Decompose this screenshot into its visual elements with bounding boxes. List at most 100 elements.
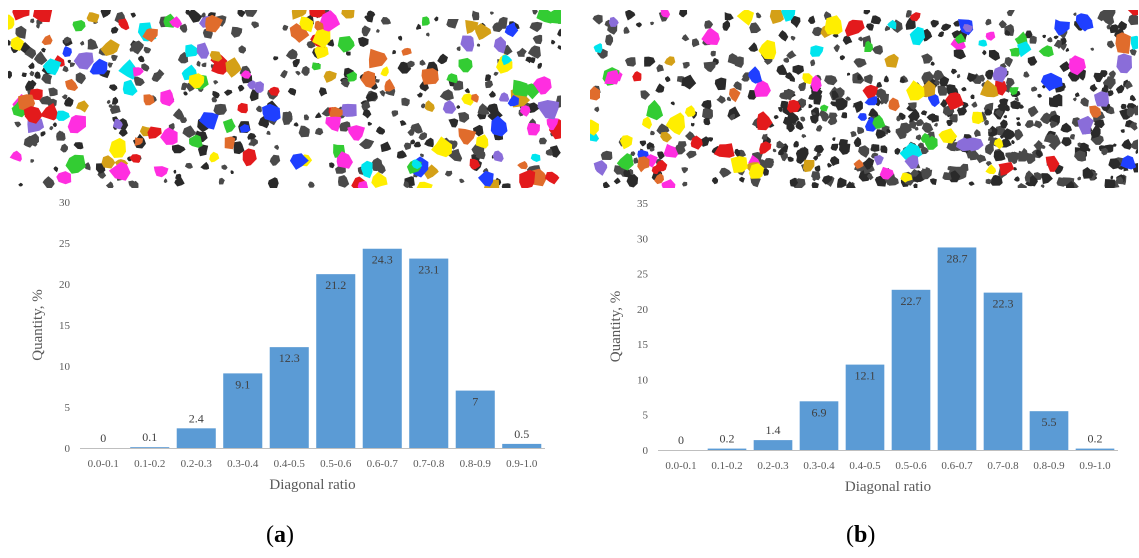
- particle: [238, 45, 246, 54]
- particle: [1129, 94, 1137, 102]
- particle: [1060, 122, 1072, 133]
- particle: [749, 22, 762, 34]
- particle: [1000, 119, 1008, 129]
- particle: [1053, 35, 1059, 40]
- particle: [293, 122, 299, 127]
- particle: [488, 90, 496, 98]
- particle: [815, 124, 823, 132]
- particle: [1007, 151, 1019, 162]
- particle: [493, 71, 499, 76]
- particle: [1130, 139, 1138, 150]
- particle: [593, 43, 603, 54]
- particle: [28, 62, 35, 69]
- particle: [992, 66, 1008, 83]
- particle: [407, 60, 415, 68]
- particle: [396, 150, 407, 159]
- particle: [1060, 37, 1067, 46]
- particle: [375, 126, 386, 135]
- particle: [42, 58, 62, 76]
- particle: [780, 100, 789, 109]
- particle: [857, 74, 863, 81]
- particle: [18, 182, 24, 187]
- particle: [171, 144, 186, 154]
- particle: [985, 164, 997, 175]
- particle: [58, 131, 64, 136]
- particle: [814, 165, 821, 172]
- particle: [188, 10, 203, 23]
- particle: [476, 43, 481, 47]
- particle: [600, 150, 613, 160]
- particle: [287, 88, 297, 96]
- particle: [967, 152, 977, 159]
- particle: [937, 31, 945, 38]
- particle: [325, 116, 342, 132]
- particle: [870, 144, 880, 152]
- particle: [642, 116, 652, 130]
- particle: [1120, 155, 1137, 170]
- particle: [899, 76, 906, 83]
- particle: [269, 154, 281, 166]
- particle: [196, 60, 201, 67]
- particle: [251, 21, 259, 29]
- particle: [475, 134, 489, 149]
- particle: [416, 181, 433, 188]
- particle: [756, 111, 773, 131]
- particle: [242, 148, 257, 167]
- particle: [485, 80, 494, 89]
- particle: [875, 129, 886, 139]
- particle: [853, 100, 863, 113]
- particle: [339, 103, 357, 117]
- particle: [789, 75, 795, 82]
- particle: [231, 26, 243, 38]
- particle-image-svg-a: [8, 10, 561, 188]
- particle: [802, 159, 815, 173]
- particle: [478, 170, 494, 187]
- particle: [1003, 115, 1008, 119]
- particle: [105, 181, 114, 188]
- data-label: 0.2: [720, 432, 735, 446]
- particle: [527, 45, 541, 59]
- particle: [177, 51, 189, 64]
- particle: [34, 71, 41, 79]
- particle: [1053, 39, 1062, 49]
- particle: [459, 178, 465, 184]
- particle: [847, 72, 851, 76]
- particle: [9, 150, 22, 162]
- particle: [490, 11, 494, 15]
- bar: [269, 347, 309, 448]
- particle: [896, 115, 901, 122]
- particle: [411, 159, 423, 170]
- particle: [551, 39, 556, 45]
- particle: [1082, 167, 1094, 179]
- bar: [1029, 411, 1069, 450]
- particle: [920, 110, 928, 116]
- particle: [209, 151, 220, 163]
- particle: [307, 181, 315, 188]
- particle: [613, 177, 621, 185]
- data-label: 0: [100, 431, 106, 445]
- particle: [921, 80, 936, 97]
- bar: [362, 248, 402, 448]
- particle: [225, 57, 242, 78]
- particle: [323, 70, 337, 83]
- particle: [884, 25, 891, 32]
- particle: [201, 62, 207, 68]
- particle: [1103, 84, 1108, 90]
- x-tick-label: 0.7-0.8: [987, 460, 1019, 472]
- particle: [247, 132, 257, 140]
- particle: [933, 122, 938, 127]
- particle: [959, 163, 969, 173]
- particle: [769, 160, 775, 165]
- particle: [811, 182, 819, 188]
- panel-letter-b: (b): [846, 522, 876, 548]
- particle: [175, 173, 182, 180]
- particle: [512, 79, 529, 97]
- particle: [379, 90, 386, 97]
- particle: [868, 108, 880, 118]
- particle: [1135, 149, 1138, 154]
- particle: [797, 146, 809, 162]
- particle: [909, 26, 926, 46]
- particle: [456, 105, 461, 109]
- particle: [340, 78, 350, 88]
- particle: [529, 21, 543, 33]
